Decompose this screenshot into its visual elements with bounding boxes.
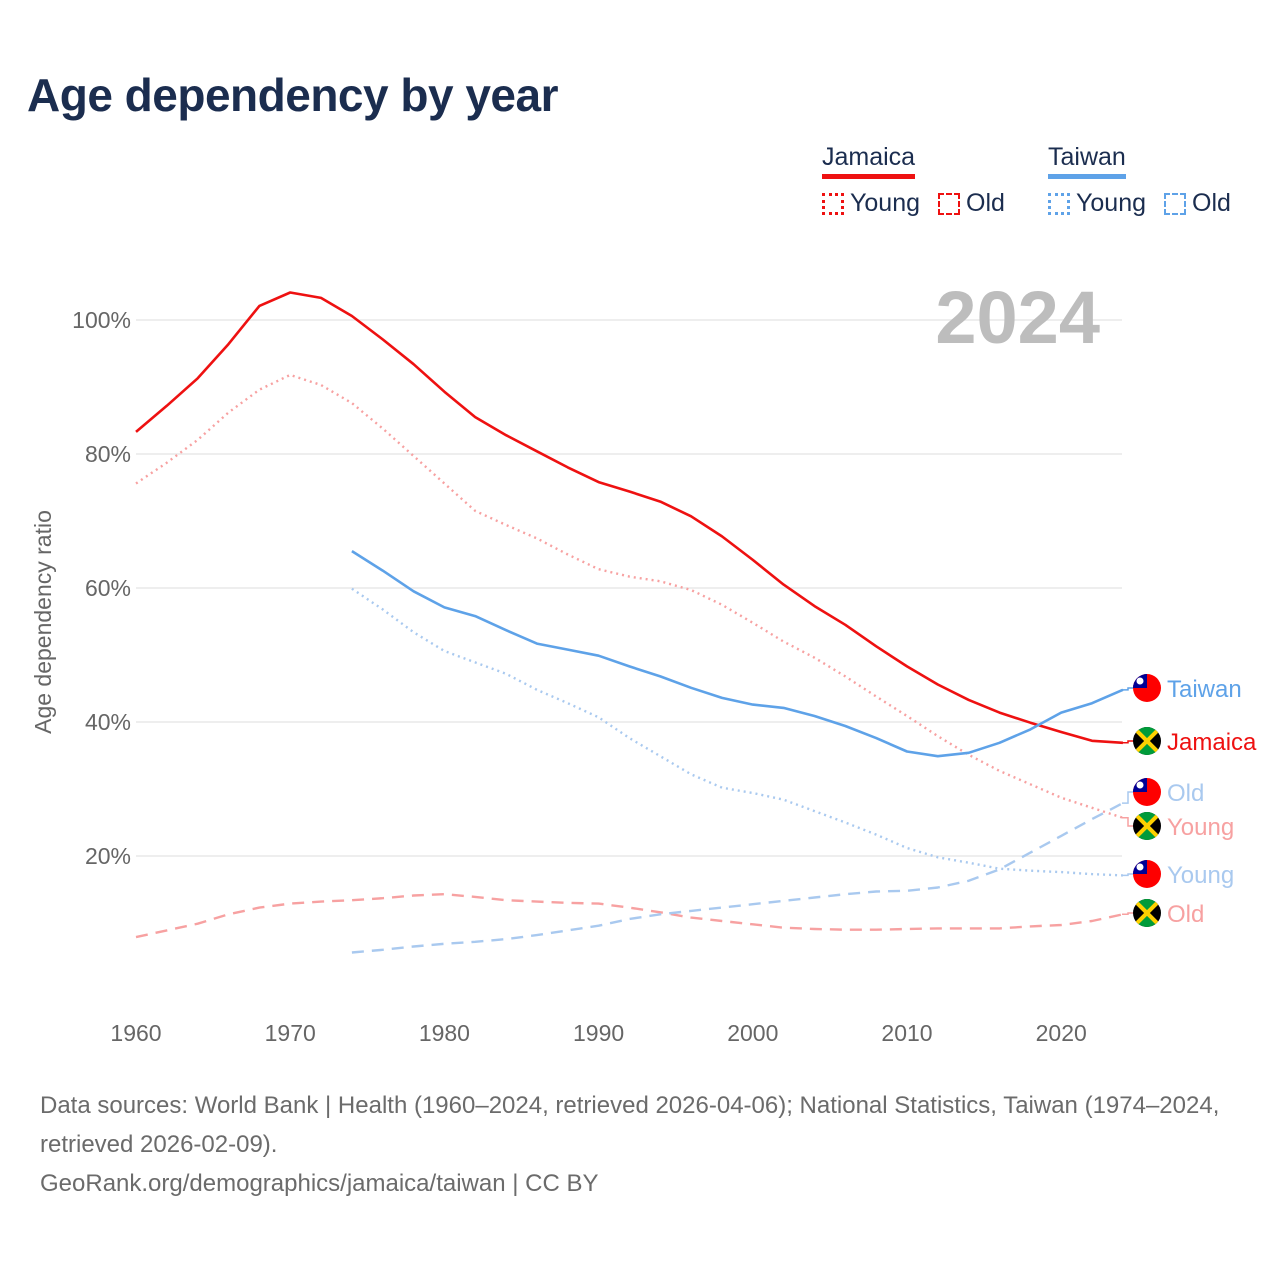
- end-label-connector: [1122, 791, 1134, 804]
- dotted-swatch-icon: [1048, 192, 1070, 215]
- x-tick-label: 2020: [1036, 1020, 1087, 1046]
- y-tick-label: 60%: [85, 575, 131, 601]
- dotted-swatch-icon: [822, 192, 844, 215]
- end-label-connector: [1122, 687, 1134, 691]
- x-tick-label: 1980: [419, 1020, 470, 1046]
- x-tick-label: 2000: [727, 1020, 778, 1046]
- footer: Data sources: World Bank | Health (1960–…: [40, 1086, 1250, 1203]
- legend-item-taiwan-young[interactable]: Young: [1048, 189, 1146, 218]
- taiwan-flag-icon: [1133, 860, 1161, 888]
- end-label-connector: [1122, 873, 1134, 877]
- y-tick-label: 100%: [72, 307, 131, 333]
- dashed-swatch-icon: [938, 192, 960, 215]
- y-axis-label: Age dependency ratio: [30, 510, 56, 734]
- series-line-jamaica-old: [135, 893, 1124, 939]
- y-tick-label: 20%: [85, 843, 131, 869]
- y-tick-label: 80%: [85, 441, 131, 467]
- x-tick-label: 2010: [881, 1020, 932, 1046]
- y-tick-label: 40%: [85, 709, 131, 735]
- x-tick-label: 1960: [110, 1020, 161, 1046]
- series-line-jamaica-young: [135, 373, 1124, 819]
- end-label: Jamaica: [1167, 729, 1257, 756]
- legend-jamaica: Jamaica Young Old: [822, 143, 1023, 218]
- jamaica-flag-icon: [1133, 727, 1161, 755]
- legend-item-jamaica-young[interactable]: Young: [822, 189, 920, 218]
- series-line-taiwan-young: [351, 587, 1123, 877]
- end-label: Taiwan: [1167, 676, 1242, 703]
- end-label-connector: [1122, 740, 1134, 744]
- end-label: Old: [1167, 901, 1204, 928]
- source-link[interactable]: GeoRank.org/demographics/jamaica/taiwan …: [40, 1170, 599, 1197]
- legend-label: Young: [850, 189, 920, 217]
- legend-country-taiwan: Taiwan: [1048, 143, 1126, 179]
- end-label: Young: [1167, 862, 1234, 889]
- series-line-taiwan-old: [351, 802, 1124, 954]
- year-watermark: 2024: [935, 276, 1100, 359]
- x-tick-label: 1990: [573, 1020, 624, 1046]
- series-line-taiwan: [351, 550, 1124, 758]
- taiwan-flag-icon: [1133, 778, 1161, 806]
- legend-taiwan: Taiwan Young Old: [1048, 143, 1249, 218]
- x-tick-label: 1970: [265, 1020, 316, 1046]
- end-label-connector: [1122, 817, 1134, 827]
- taiwan-flag-icon: [1133, 674, 1161, 702]
- jamaica-flag-icon: [1133, 899, 1161, 927]
- jamaica-flag-icon: [1133, 812, 1161, 840]
- end-label: Old: [1167, 780, 1204, 807]
- dashed-swatch-icon: [1164, 192, 1186, 215]
- line-chart: 20% 40% 60% 80% 100% 1960 1970 1980 1990 2000 2010…: [30, 276, 1257, 1046]
- chart-title: Age dependency by year: [27, 69, 558, 121]
- legend-item-taiwan-old[interactable]: Old: [1164, 189, 1231, 218]
- end-label: Young: [1167, 814, 1234, 841]
- legend-item-jamaica-old[interactable]: Old: [938, 189, 1005, 218]
- end-label-connector: [1122, 912, 1134, 916]
- series-line-jamaica: [135, 291, 1123, 745]
- legend-label: Old: [1192, 189, 1231, 217]
- legend-label: Old: [966, 189, 1005, 217]
- legend-country-jamaica: Jamaica: [822, 143, 916, 179]
- legend-label: Young: [1076, 189, 1146, 217]
- data-sources: Data sources: World Bank | Health (1960–…: [40, 1092, 1220, 1158]
